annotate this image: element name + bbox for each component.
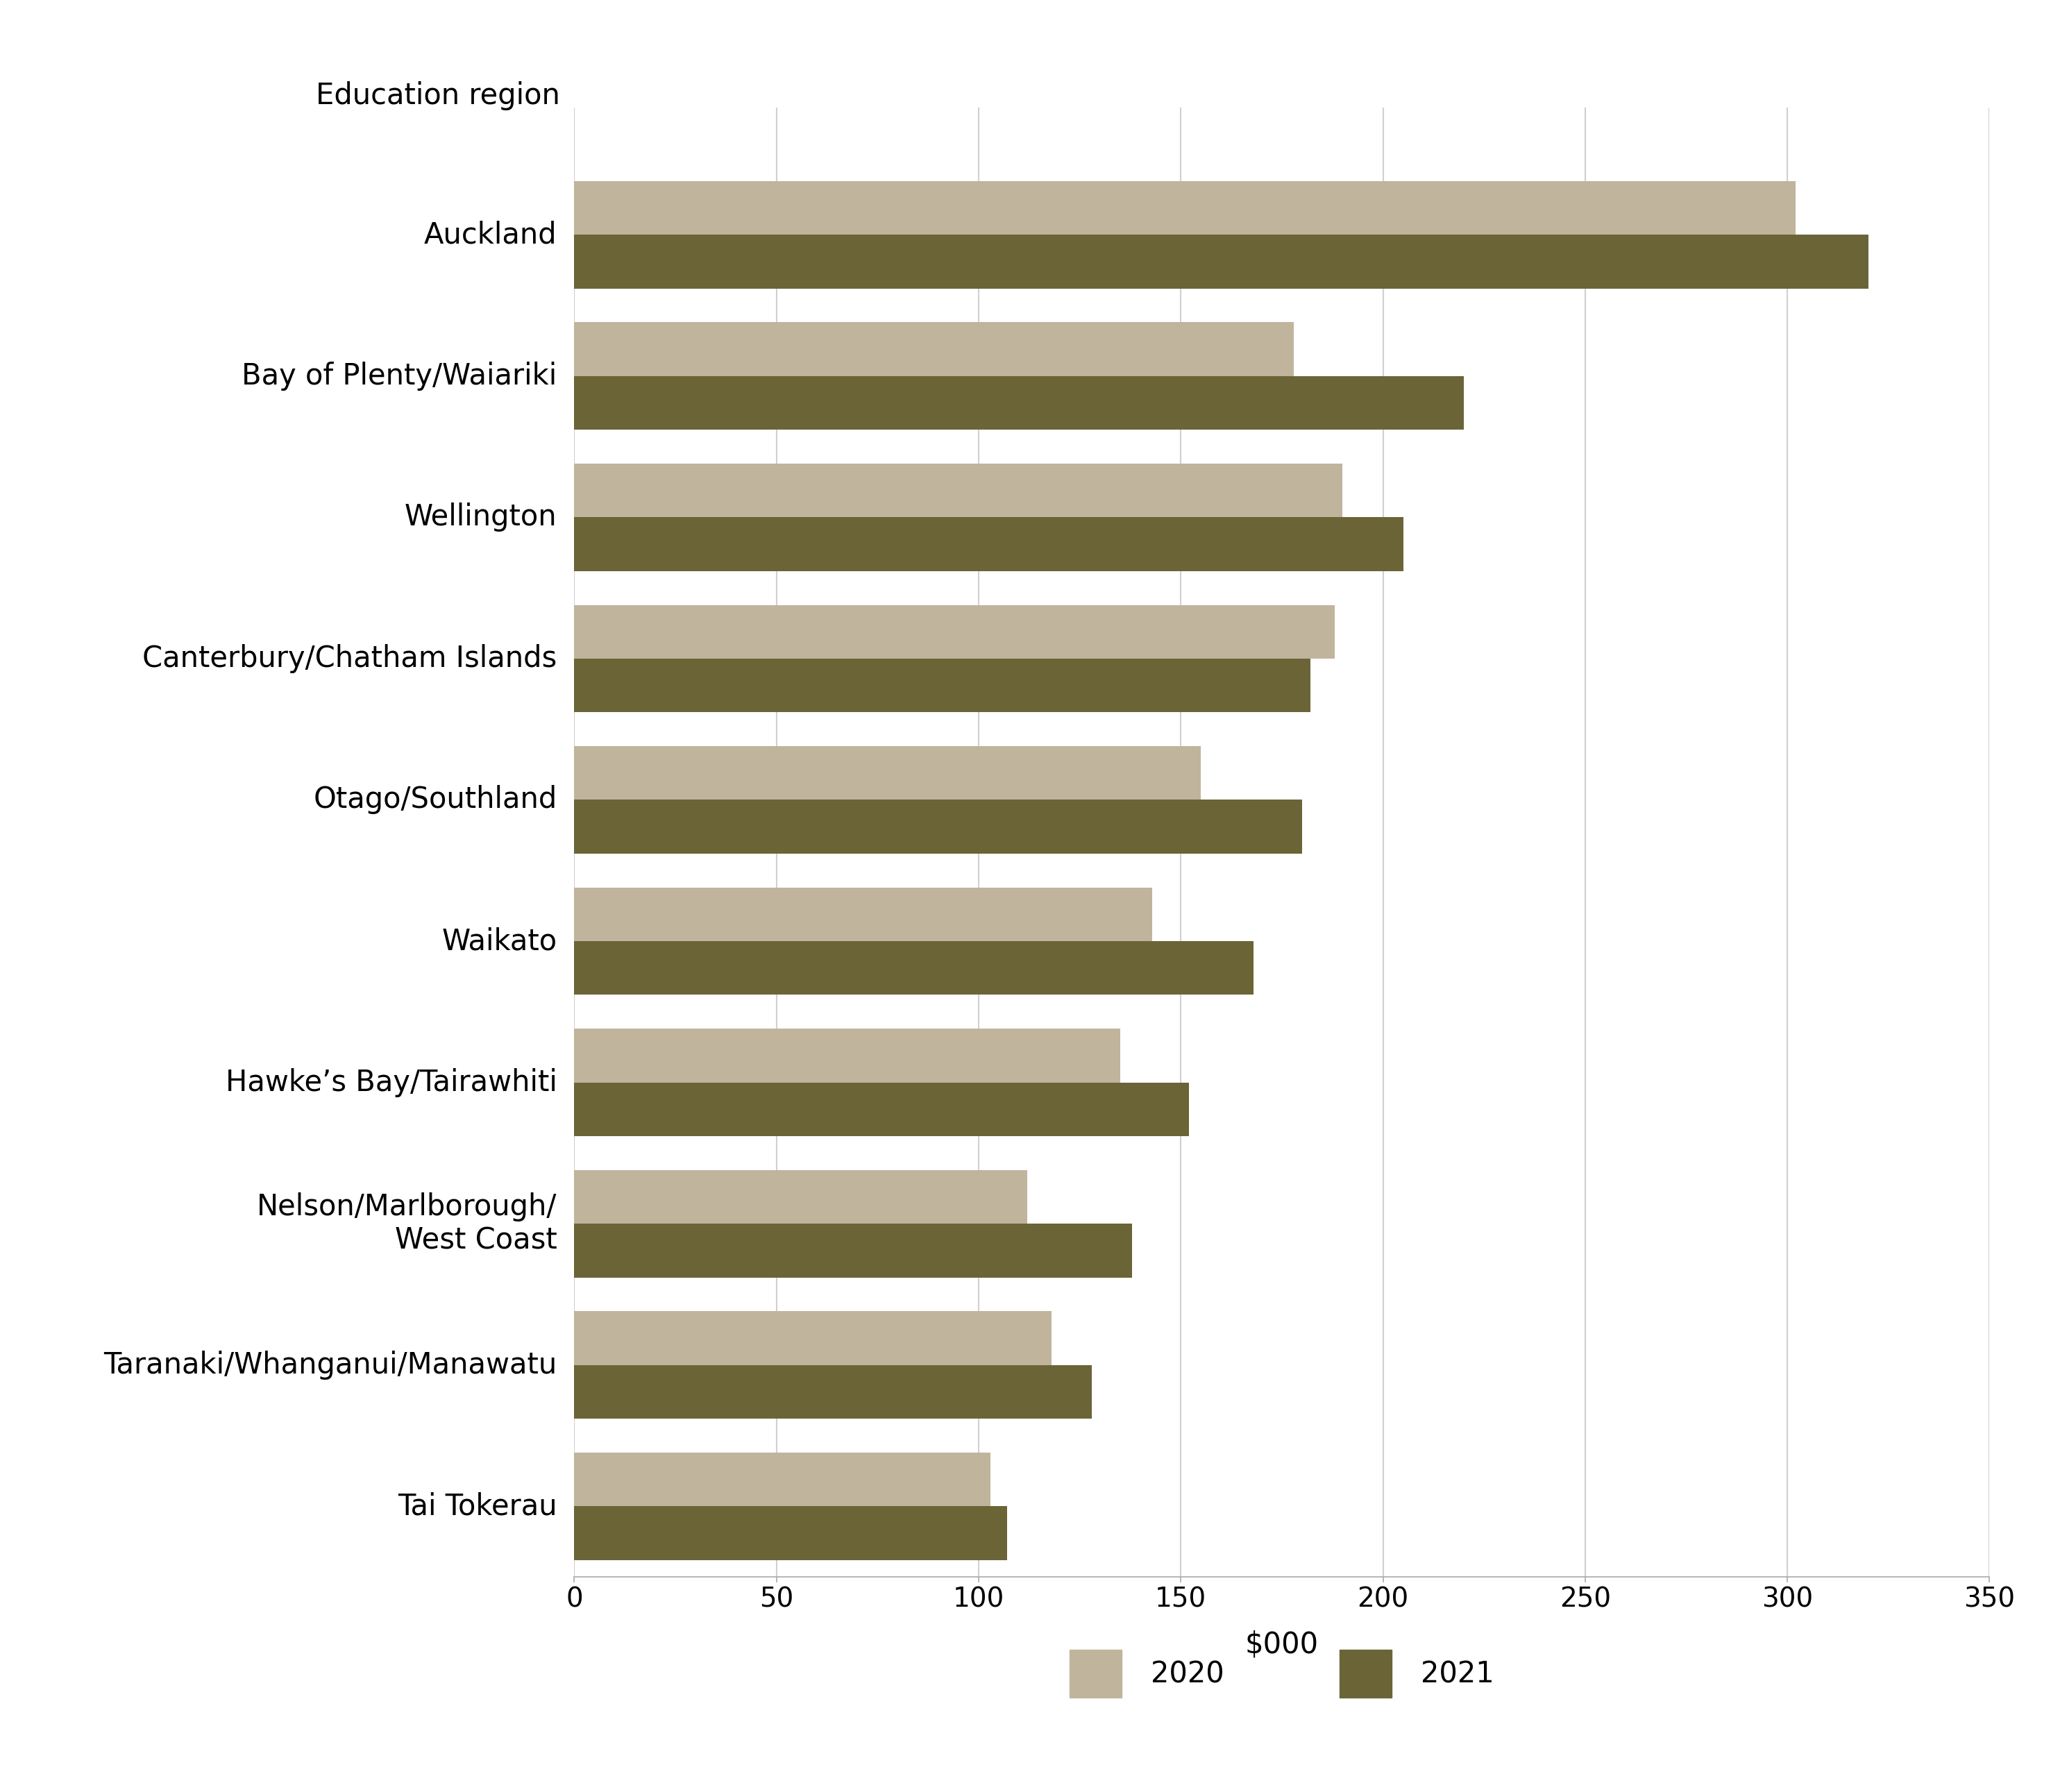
Bar [574,1366,1091,1419]
Bar [574,745,1202,799]
Bar [574,1312,1052,1366]
Bar [574,1082,1190,1136]
X-axis label: $000: $000 [1245,1631,1319,1659]
Bar [574,1029,1120,1082]
Legend: 2020, 2021: 2020, 2021 [1058,1638,1505,1710]
Bar [574,606,1335,659]
Bar [574,323,1294,376]
Bar [574,464,1343,518]
Bar [574,181,1795,235]
Bar [574,941,1253,995]
Bar [574,1170,1028,1224]
Bar [574,376,1464,430]
Bar [574,235,1868,289]
Bar [574,518,1403,572]
Bar [574,659,1311,711]
Bar [574,1507,1007,1561]
Bar [574,1453,991,1507]
Bar [574,1224,1132,1278]
Bar [574,887,1153,941]
Text: Education region: Education region [316,81,560,111]
Bar [574,799,1302,853]
